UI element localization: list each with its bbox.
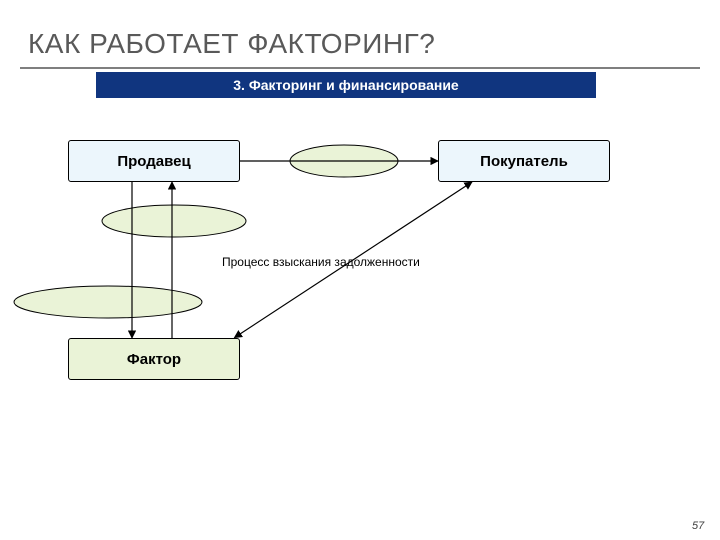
collection-process-label: Процесс взыскания задолженности xyxy=(222,255,420,269)
node-factor: Фактор xyxy=(68,338,240,380)
page-number: 57 xyxy=(692,520,704,532)
section-subtitle: 3. Факторинг и финансирование xyxy=(96,72,596,98)
page-title: КАК РАБОТАЕТ ФАКТОРИНГ? xyxy=(28,28,435,60)
node-delivery-label: Поставка xyxy=(290,145,398,177)
node-buyer: Покупатель xyxy=(438,140,610,182)
node-invoice-label: Передача счета xyxy=(102,205,246,237)
node-seller: Продавец xyxy=(68,140,240,182)
node-financing-label: Финансирование (80%) xyxy=(14,286,202,318)
